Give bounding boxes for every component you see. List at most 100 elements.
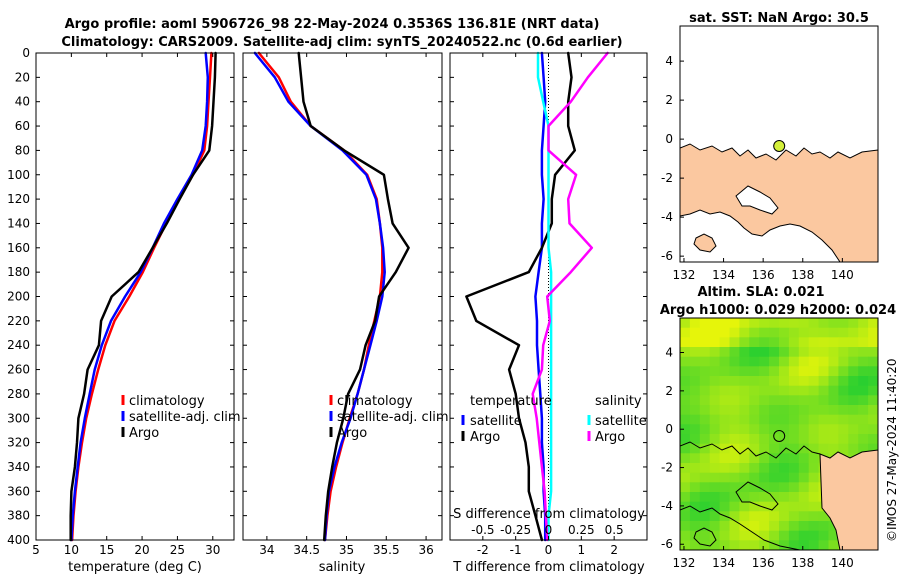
heatmap-cell [828, 327, 839, 338]
x-tick-label: 30 [205, 543, 220, 557]
heatmap-cell [699, 376, 711, 387]
heatmap-cell [769, 376, 780, 387]
heatmap-cell [719, 385, 731, 396]
heatmap-cell [769, 453, 780, 464]
heatmap-cell [788, 327, 800, 338]
heatmap-cell [818, 337, 830, 348]
heatmap-cell [838, 356, 849, 367]
heatmap-cell [689, 492, 701, 503]
heatmap-cell [779, 521, 790, 532]
heatmap-cell [769, 472, 780, 483]
x-tick-label: 0 [545, 543, 553, 557]
heatmap-cell [798, 540, 810, 550]
heatmap-cell [699, 482, 711, 493]
heatmap-cell [808, 424, 820, 435]
heatmap-cell [868, 318, 878, 329]
heatmap-cell [680, 366, 691, 377]
heatmap-cell [769, 443, 780, 454]
coastline [680, 505, 801, 550]
heatmap-cell [798, 395, 810, 406]
heatmap-cell [788, 443, 800, 454]
heatmap-cell [828, 385, 839, 396]
heatmap-cell [798, 376, 810, 387]
heatmap-cell [808, 511, 820, 522]
salinity-axes-frame [242, 52, 443, 541]
legend-label: satellite [470, 414, 522, 429]
x-tick-label: 1 [578, 543, 586, 557]
heatmap-cell [818, 414, 830, 425]
heatmap-cell [719, 366, 731, 377]
heatmap-cell [699, 434, 711, 445]
heatmap-cell [680, 434, 691, 445]
heatmap-cell [709, 530, 721, 541]
heatmap-cell [788, 366, 800, 377]
heatmap-cell [729, 366, 740, 377]
heatmap-cell [858, 327, 869, 338]
heatmap-cell [798, 385, 810, 396]
heatmap-cell [709, 327, 721, 338]
heatmap-cell [719, 405, 731, 416]
heatmap-cell [798, 405, 810, 416]
heatmap-cell [719, 337, 731, 348]
heatmap-cell [699, 511, 711, 522]
x-tick-label: 134 [712, 556, 735, 570]
heatmap-cell [759, 434, 770, 445]
heatmap-cell [828, 337, 839, 348]
heatmap-cell [828, 366, 839, 377]
heatmap-cell [818, 376, 830, 387]
x-tick-label: 10 [64, 543, 79, 557]
heatmap-cell [868, 376, 878, 387]
heatmap-cell [818, 424, 830, 435]
series-line-temperature-argo [465, 51, 577, 542]
heatmap-cell [788, 385, 800, 396]
heatmap-cell [848, 366, 859, 377]
difference-panel: -2 -1 0 1 2 -0.5 -0.25 0 0.25 0.5 S difference f… [449, 51, 648, 575]
heatmap-cell [729, 327, 740, 338]
heatmap-cell [749, 434, 760, 445]
y-tick-label: 20 [15, 70, 30, 84]
heatmap-cell [808, 327, 820, 338]
heatmap-cell [680, 414, 691, 425]
x-tick-label: 15 [99, 543, 114, 557]
heatmap-cell [818, 521, 830, 532]
heatmap-cell [808, 356, 820, 367]
heatmap-cell [680, 405, 691, 416]
y-tick-label: 2 [665, 384, 673, 398]
heatmap-cell [680, 443, 691, 454]
heatmap-cell [769, 540, 780, 550]
heatmap-cell [759, 414, 770, 425]
y-tick-label: 300 [7, 411, 30, 425]
heatmap-cell [779, 424, 790, 435]
heatmap-cell [680, 376, 691, 387]
series-line-climatology [70, 51, 213, 542]
heatmap-cell [818, 385, 830, 396]
heatmap-cell [689, 511, 701, 522]
heatmap-cell [729, 337, 740, 348]
heatmap-cell [808, 434, 820, 445]
heatmap-cell [749, 347, 760, 358]
heatmap-cell [769, 424, 780, 435]
heatmap-cell [689, 337, 701, 348]
coastline [693, 527, 717, 547]
heatmap-cell [798, 347, 810, 358]
heatmap-cell [739, 376, 750, 387]
heatmap-cell [808, 443, 820, 454]
heatmap-cell [749, 376, 760, 387]
heatmap-cell [689, 385, 701, 396]
heatmap-cell [709, 414, 721, 425]
heatmap-cell [808, 472, 820, 483]
y-tick-label: 200 [7, 290, 30, 304]
y-tick-label: 100 [7, 168, 30, 182]
heatmap-cell [699, 337, 711, 348]
heatmap-cell [709, 356, 721, 367]
heatmap-cell [759, 443, 770, 454]
heatmap-cell [719, 540, 731, 550]
heatmap-cell [838, 424, 849, 435]
heatmap-cell [818, 347, 830, 358]
heatmap-cell [739, 501, 750, 512]
heatmap-cell [868, 414, 878, 425]
y-tick-label: 60 [15, 119, 30, 133]
heatmap-cell [689, 318, 701, 329]
heatmap-cell [699, 327, 711, 338]
